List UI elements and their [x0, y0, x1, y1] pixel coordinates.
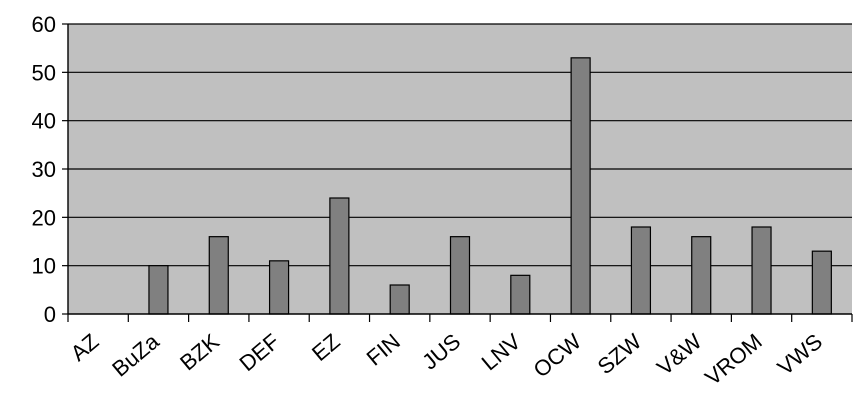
x-category-label: VROM — [700, 329, 767, 391]
bar-fin — [389, 284, 410, 315]
bar-vw — [691, 236, 712, 315]
x-category-label: SZW — [593, 329, 647, 380]
x-category-label: VWS — [773, 329, 827, 380]
x-category-label: V&W — [652, 329, 707, 381]
x-category-label: FIN — [362, 329, 405, 371]
x-category-label: EZ — [307, 329, 345, 366]
y-tick-label: 10 — [32, 254, 56, 279]
y-tick-label: 0 — [44, 302, 56, 327]
axes — [62, 23, 853, 322]
bar-vws — [811, 250, 832, 315]
x-category-label: DEF — [235, 329, 285, 376]
y-tick-label: 60 — [32, 12, 56, 37]
x-category-label: BZK — [175, 328, 224, 375]
gridlines — [68, 23, 852, 267]
y-tick-label: 40 — [32, 109, 56, 134]
bar-ez — [329, 197, 350, 315]
bar-vrom — [751, 226, 772, 315]
y-tick-label: 50 — [32, 60, 56, 85]
y-tick-label: 30 — [32, 157, 56, 182]
bar-ocw — [570, 57, 591, 315]
y-tick-label: 20 — [32, 205, 56, 230]
bar-def — [268, 260, 290, 315]
bar-bzk — [208, 236, 229, 315]
bar-lnv — [510, 274, 531, 315]
x-category-label: BuZa — [107, 328, 164, 381]
bar-buza — [148, 265, 169, 315]
x-category-label: AZ — [66, 329, 104, 366]
x-category-label: LNV — [477, 328, 526, 375]
x-category-label: OCW — [529, 329, 586, 383]
bar-szw — [630, 226, 652, 315]
x-category-label: JUS — [417, 329, 465, 375]
y-tick-labels: 0 10 20 30 40 50 60 — [32, 12, 56, 327]
bar-jus — [449, 236, 471, 315]
